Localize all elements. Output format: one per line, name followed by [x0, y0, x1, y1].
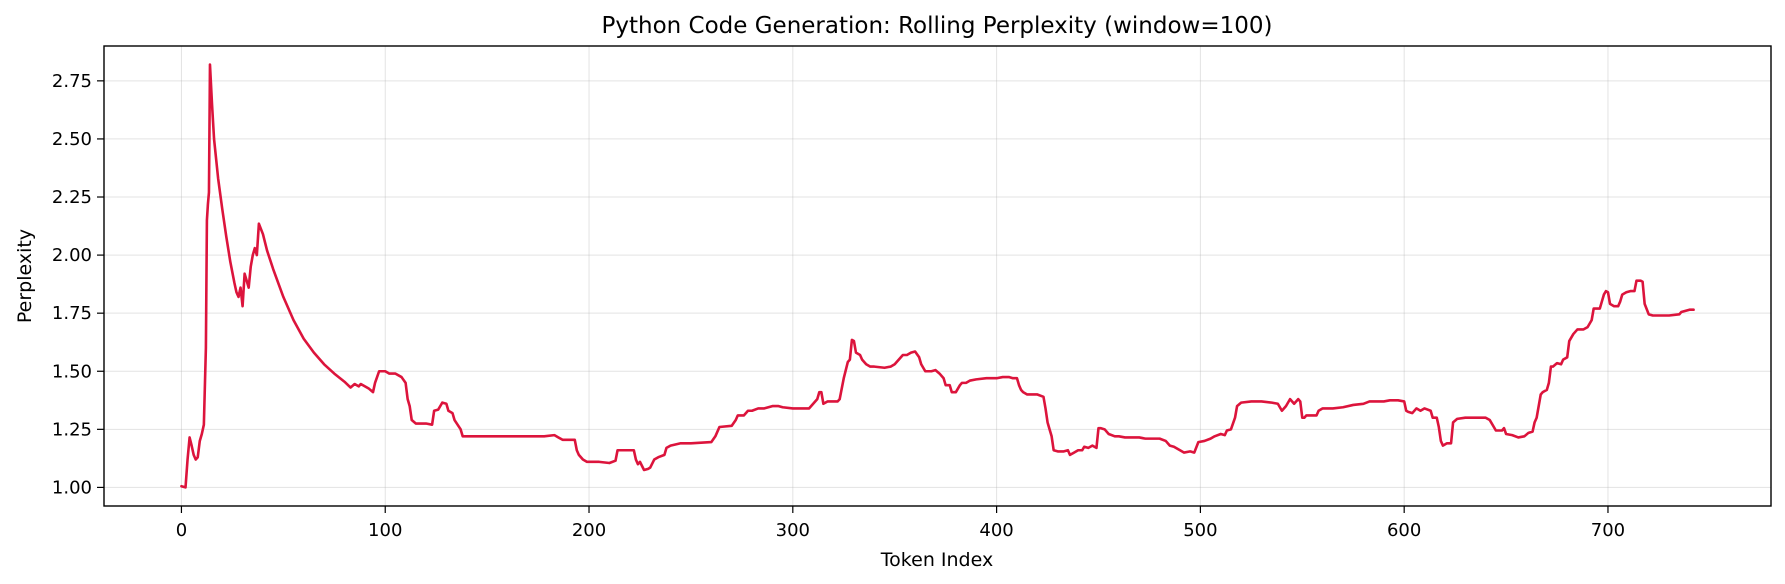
chart-title: Python Code Generation: Rolling Perplexi… [602, 13, 1273, 39]
x-axis-ticks: 0 100 200 300 400 500 600 700 [176, 506, 1625, 541]
y-tick-label: 1.75 [52, 303, 92, 324]
x-tick-label: 100 [368, 520, 402, 541]
y-axis-ticks: 1.00 1.25 1.50 1.75 2.00 2.25 2.50 2.75 [52, 71, 104, 498]
x-tick-label: 600 [1387, 520, 1421, 541]
x-tick-label: 0 [176, 520, 187, 541]
x-axis-label: Token Index [880, 549, 993, 571]
x-tick-label: 700 [1591, 520, 1625, 541]
x-tick-label: 400 [979, 520, 1013, 541]
y-tick-label: 2.00 [52, 245, 92, 266]
y-tick-label: 1.25 [52, 419, 92, 440]
x-tick-label: 200 [572, 520, 606, 541]
x-tick-label: 500 [1183, 520, 1217, 541]
y-axis-label: Perplexity [14, 229, 36, 323]
y-tick-label: 2.50 [52, 129, 92, 150]
y-tick-label: 1.50 [52, 361, 92, 382]
series-layer [180, 63, 1695, 489]
plot-frame [103, 45, 1772, 507]
perplexity-line [180, 63, 1695, 489]
y-tick-label: 2.25 [52, 187, 92, 208]
x-tick-label: 300 [776, 520, 810, 541]
y-tick-label: 2.75 [52, 71, 92, 92]
y-tick-label: 1.00 [52, 477, 92, 498]
